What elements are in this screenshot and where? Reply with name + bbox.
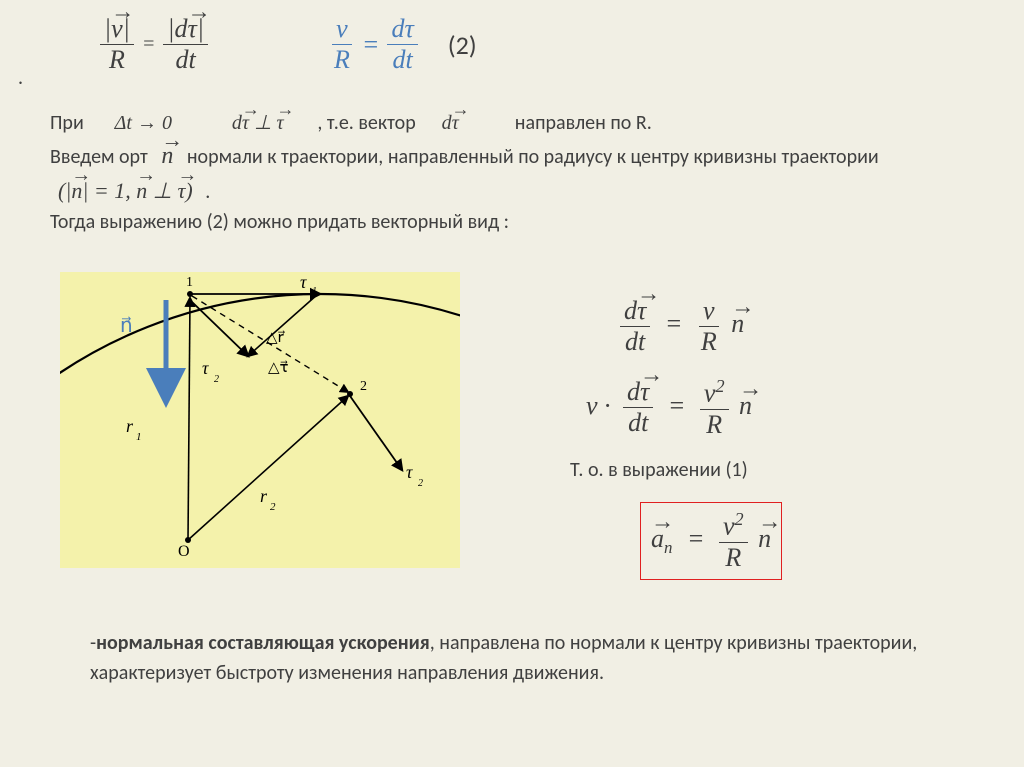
svg-text:1: 1 [312,286,317,297]
stray-dot: . [18,66,23,90]
svg-text:2: 2 [360,379,367,394]
equation-1: |v| R = |dτ| dt [100,14,208,75]
equation-4: v · dτ dt = v2 R n [586,376,752,440]
svg-text:2: 2 [418,478,423,489]
svg-text:n⃗: n⃗ [120,315,133,337]
svg-text:△τ⃗: △τ⃗ [268,360,289,376]
final-paragraph: -нормальная составляющая ускорения, напр… [90,628,964,688]
equation-2: v R = dτ dt (2) [330,14,477,75]
svg-text:τ⃗: τ⃗ [202,358,222,378]
svg-text:2: 2 [270,501,276,513]
t-o-text: Т. о. в выражении (1) [570,458,748,482]
svg-text:△r⃗: △r⃗ [266,330,285,346]
svg-text:τ⃗: τ⃗ [300,272,320,292]
svg-text:1: 1 [186,275,193,290]
svg-text:1: 1 [136,431,142,443]
equation-2-label: (2) [448,29,477,61]
equation-5: an = v2 R n [640,502,782,580]
svg-text:2: 2 [214,374,219,385]
equation-3: dτ dt = v R n [620,296,744,357]
trajectory-diagram: O 1 2 n⃗ r⃗ 1 r⃗ 2 τ⃗ 1 τ⃗ 2 τ⃗ 2 △r⃗ △τ… [60,272,460,568]
svg-text:O: O [178,543,190,560]
paragraph-1: При Δt → 0 dτ ⊥ τ , т.е. вектор dτ напра… [50,108,984,237]
svg-text:τ⃗: τ⃗ [406,462,426,482]
